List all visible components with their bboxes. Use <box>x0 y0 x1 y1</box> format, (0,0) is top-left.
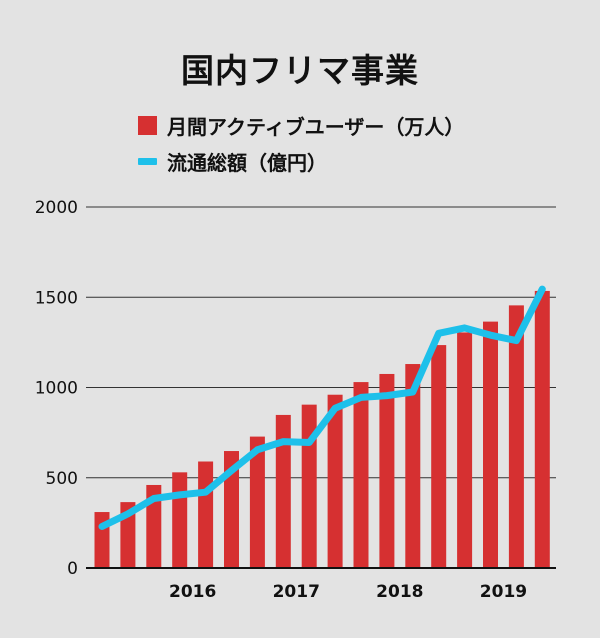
legend-item-mau: 月間アクティブユーザー（万人） <box>138 112 465 139</box>
bar <box>249 436 265 568</box>
legend-label-mau: 月間アクティブユーザー（万人） <box>167 114 465 139</box>
x-year-label: 2016 <box>169 582 216 602</box>
y-tick-label: 1000 <box>35 379 78 399</box>
chart-title: 国内フリマ事業 <box>181 51 419 90</box>
bar <box>431 345 447 568</box>
legend-swatch-bar <box>138 115 157 135</box>
x-year-label: 2017 <box>273 582 320 602</box>
gmv-line <box>98 285 546 530</box>
legend-item-gmv: 流通総額（億円） <box>138 148 327 175</box>
bar <box>379 373 395 568</box>
bar <box>172 472 188 568</box>
bar <box>405 364 421 568</box>
y-tick-label: 500 <box>46 469 78 489</box>
bar <box>146 484 162 568</box>
x-year-label: 2018 <box>376 582 423 602</box>
legend-label-gmv: 流通総額（億円） <box>167 150 327 175</box>
bar <box>483 321 498 568</box>
bar <box>353 382 369 568</box>
bar <box>457 332 473 568</box>
bar <box>275 414 291 568</box>
bar <box>534 290 550 568</box>
bar <box>301 404 317 568</box>
legend-swatch-line <box>138 157 157 165</box>
x-year-label: 2019 <box>480 582 527 602</box>
bar <box>198 461 214 568</box>
bar <box>327 394 343 568</box>
y-tick-label: 2000 <box>35 198 78 218</box>
y-tick-label: 1500 <box>35 288 78 308</box>
bar <box>224 451 239 568</box>
y-tick-label: 0 <box>67 559 78 579</box>
bar <box>508 305 524 568</box>
